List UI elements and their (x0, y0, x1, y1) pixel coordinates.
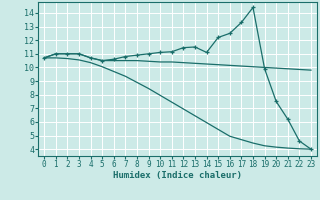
X-axis label: Humidex (Indice chaleur): Humidex (Indice chaleur) (113, 171, 242, 180)
